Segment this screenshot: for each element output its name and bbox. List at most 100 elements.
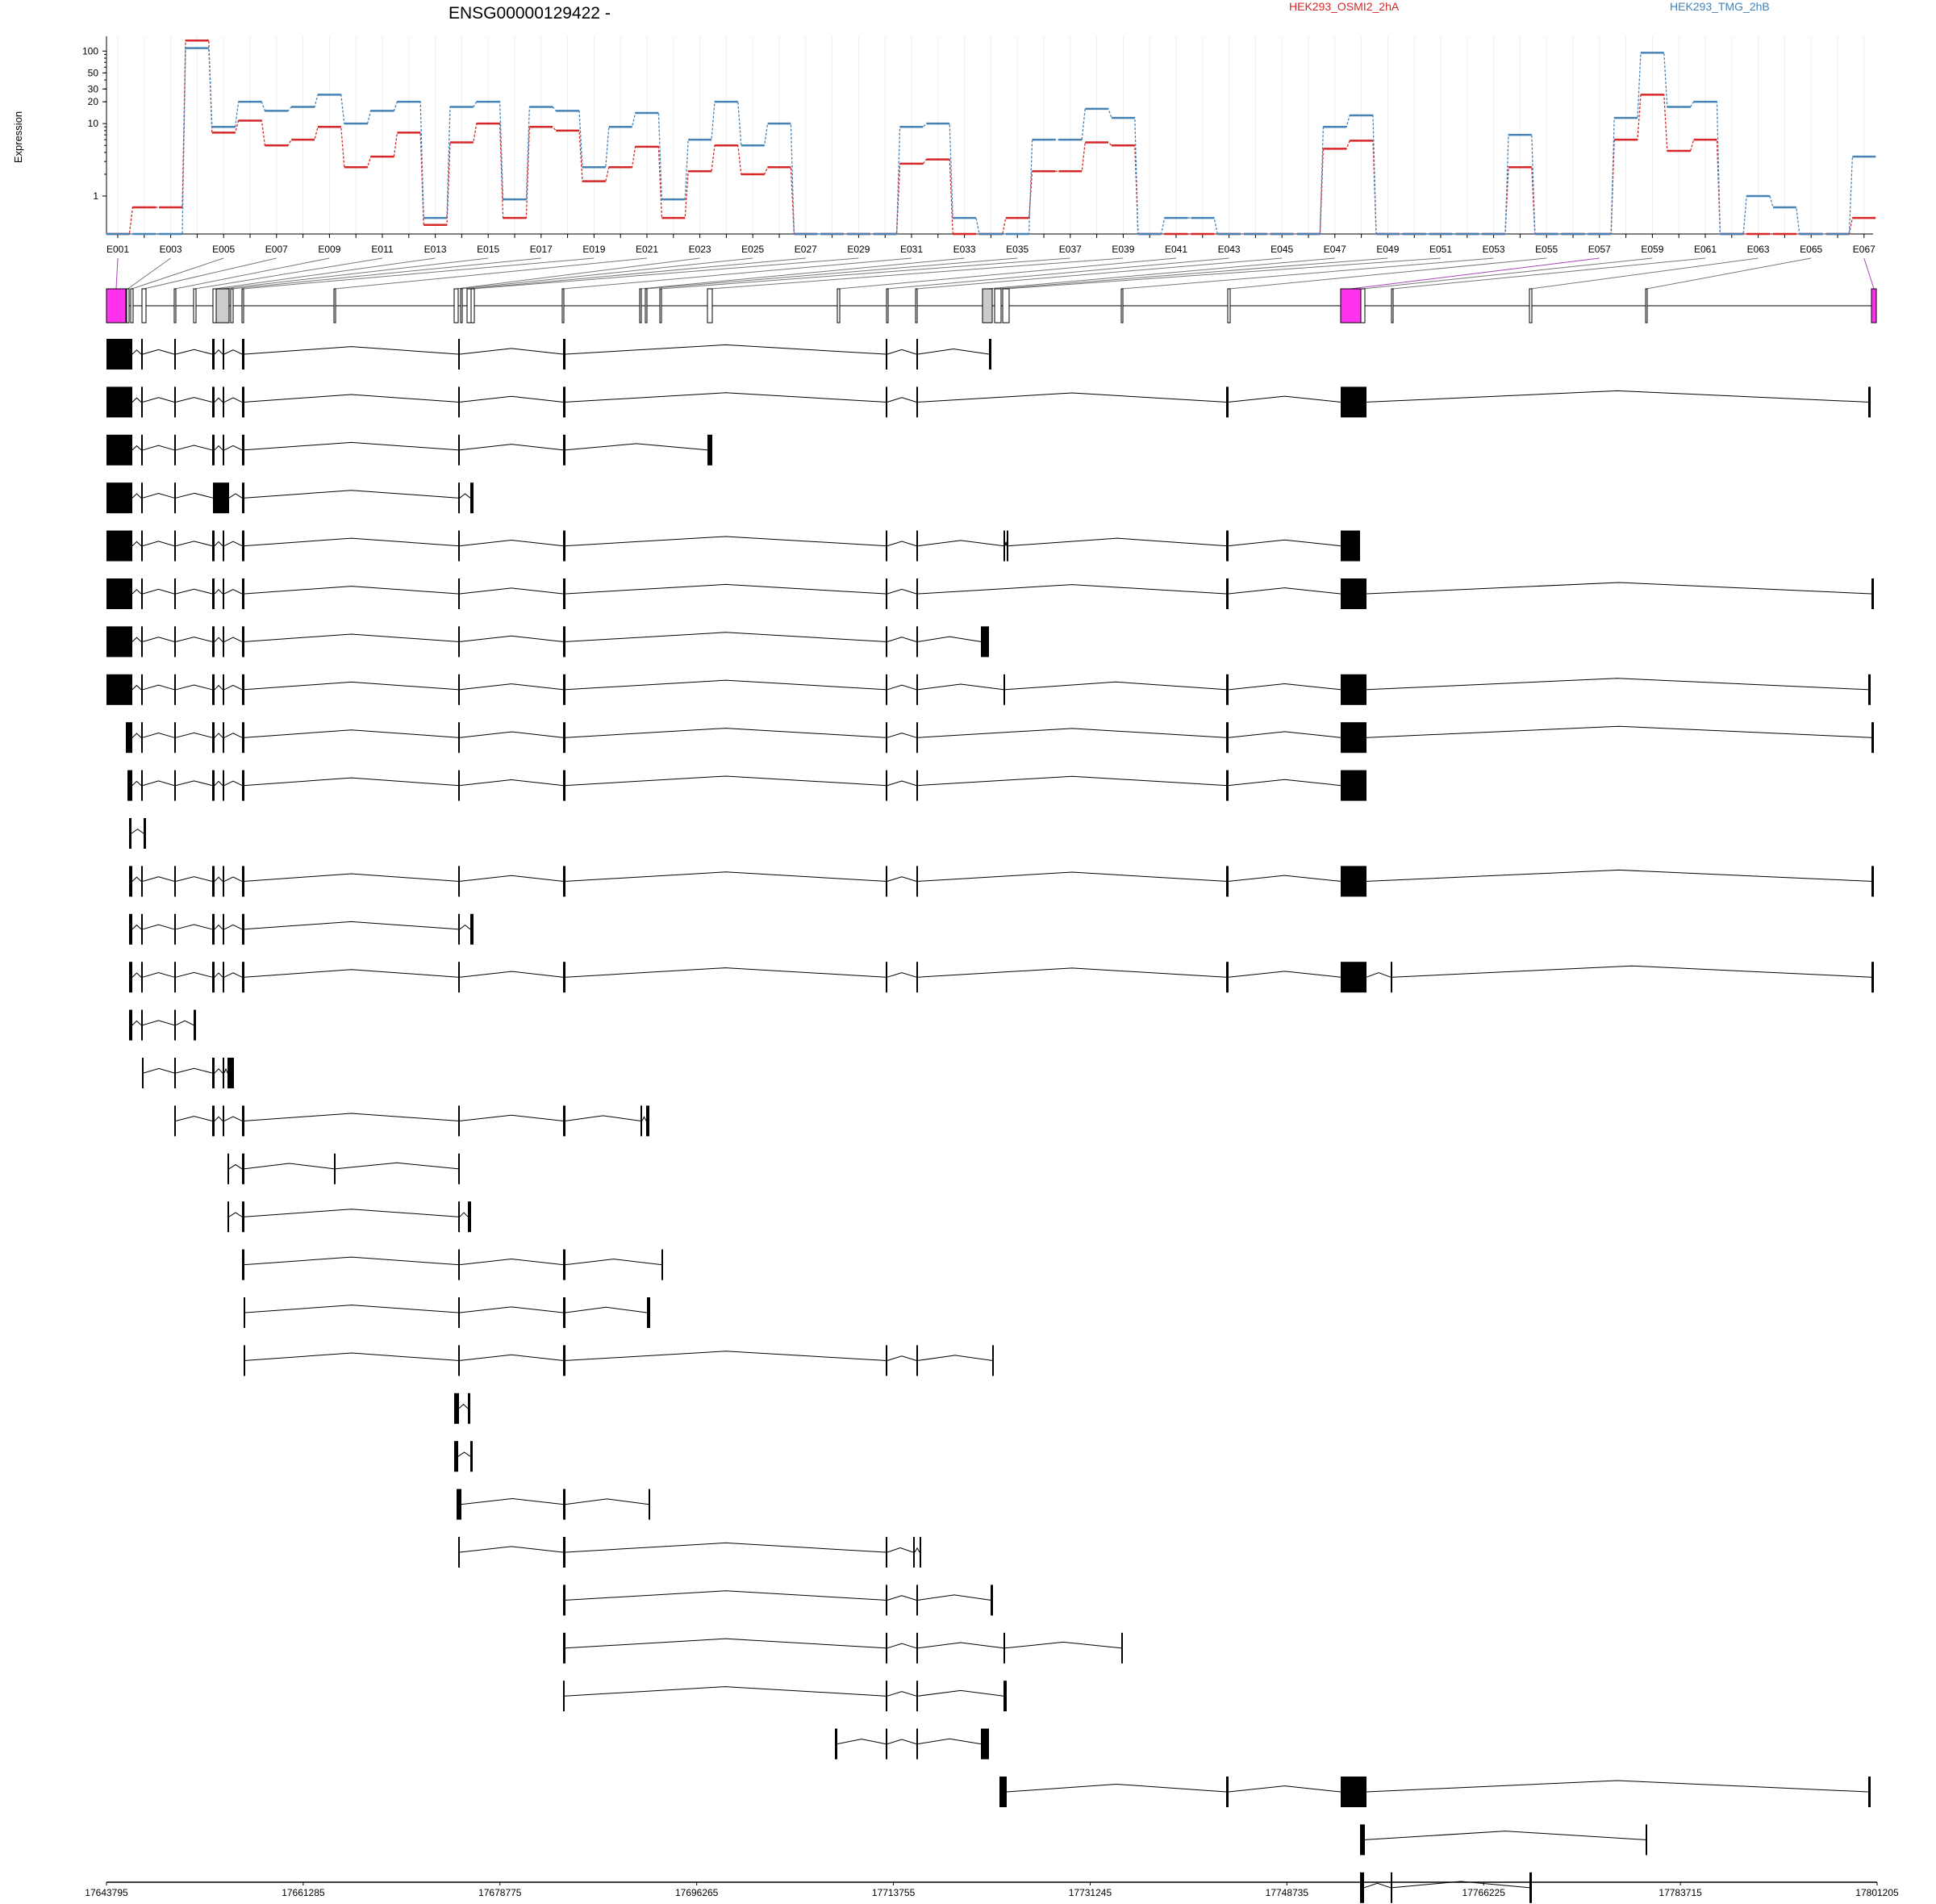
exon (1003, 674, 1005, 705)
genome-tick-label: 17783715 (1659, 1887, 1702, 1898)
intron (1008, 537, 1227, 547)
intron (223, 541, 243, 547)
exon (563, 434, 565, 466)
intron (917, 728, 1227, 738)
transcript-19 (227, 1201, 471, 1233)
intron (131, 733, 142, 738)
intron (142, 1020, 175, 1026)
intron (244, 1305, 459, 1313)
exon (106, 530, 132, 562)
y-tick-label: 50 (88, 67, 99, 78)
intron (887, 1595, 917, 1601)
exon (212, 913, 215, 945)
intron (214, 876, 223, 882)
exon (223, 386, 224, 418)
bin-connector (997, 257, 1388, 290)
transcript-22 (244, 1345, 994, 1376)
exon (563, 1489, 565, 1520)
bin-connector (987, 257, 1335, 290)
bin-connector (838, 257, 1177, 290)
intron (244, 969, 459, 978)
intron (223, 780, 243, 787)
exon (916, 962, 918, 993)
exon (1529, 1872, 1532, 1903)
intron (142, 972, 175, 978)
bin-connector (334, 257, 648, 290)
exon (194, 1009, 196, 1041)
intron (244, 586, 459, 595)
intron (914, 1547, 920, 1553)
bin-connector (1121, 257, 1494, 290)
exon (563, 722, 565, 754)
bin-connector (1392, 257, 1706, 290)
exon (916, 1632, 918, 1664)
x-tick-label: E065 (1800, 244, 1822, 255)
intron (917, 392, 1227, 403)
exon (458, 339, 460, 370)
intron (887, 733, 917, 738)
exon (141, 962, 143, 993)
bin-connector (232, 257, 541, 290)
intron (917, 1642, 1004, 1649)
intron (887, 349, 917, 355)
intron (228, 1163, 243, 1170)
exon (174, 1058, 176, 1088)
intron (1228, 731, 1341, 738)
intron (565, 775, 887, 787)
intron (1392, 1881, 1530, 1889)
expression-series (106, 39, 1876, 236)
transcript-5 (106, 530, 1360, 562)
intron (223, 1067, 228, 1074)
intron (175, 971, 213, 978)
x-tick-label: E045 (1270, 244, 1293, 255)
intron (887, 684, 917, 691)
exon (334, 1153, 336, 1184)
transcript-9 (126, 722, 1874, 754)
exon (989, 339, 991, 370)
intron (214, 924, 223, 930)
intron (1392, 965, 1872, 978)
exon (242, 866, 244, 897)
intron (142, 493, 175, 499)
exon (174, 722, 176, 754)
exon (1871, 866, 1874, 897)
intron (459, 348, 564, 355)
intron (1366, 678, 1869, 691)
exon-bin (639, 288, 642, 324)
intron (244, 1209, 459, 1217)
exon (242, 530, 244, 562)
intron (223, 684, 243, 691)
intron (214, 972, 223, 978)
bin-connector (562, 257, 912, 290)
exon (174, 1105, 176, 1137)
exon (458, 962, 460, 993)
exon (981, 1728, 989, 1760)
bin-connector (174, 257, 330, 290)
exon (223, 1105, 224, 1137)
bin-connector (215, 257, 436, 290)
exon-bin (453, 288, 459, 324)
bin-connector (1350, 257, 1600, 290)
exon (1391, 1872, 1392, 1903)
intron (142, 445, 175, 451)
exon (1391, 962, 1392, 993)
intron (142, 349, 175, 355)
exon (174, 530, 176, 562)
y-tick-label: 100 (82, 45, 98, 56)
exon (563, 1297, 565, 1328)
exon-bin (1871, 288, 1877, 324)
intron (175, 684, 213, 691)
transcript-8 (106, 674, 1871, 705)
exon-bin (333, 288, 336, 324)
intron (142, 541, 175, 547)
bin-connector (469, 257, 806, 290)
transcript-7 (106, 626, 989, 658)
intron (1364, 1831, 1646, 1840)
intron (244, 1113, 459, 1121)
intron (459, 444, 564, 451)
exon (242, 578, 244, 609)
exon (106, 339, 132, 370)
exon (563, 1249, 565, 1280)
x-tick-label: E067 (1853, 244, 1876, 255)
transcript-3 (106, 434, 712, 466)
